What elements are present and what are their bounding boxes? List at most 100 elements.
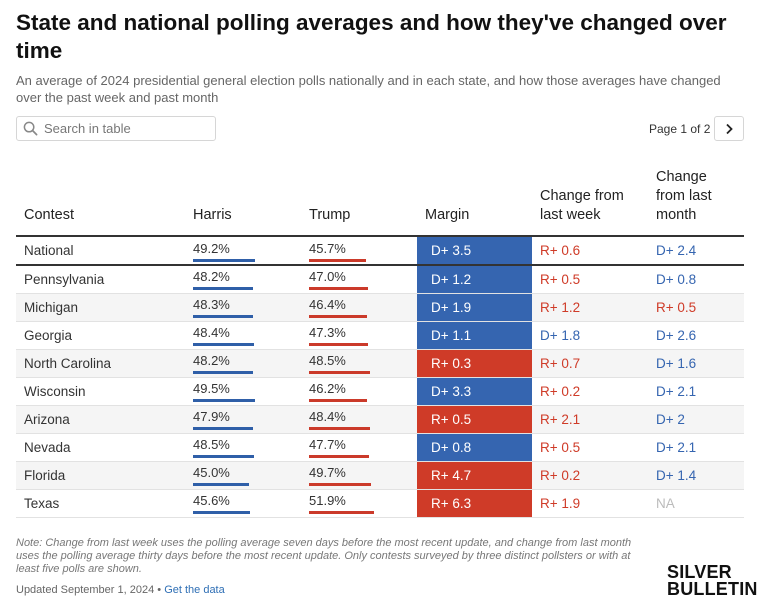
column-header-contest[interactable]: Contest — [16, 165, 185, 237]
trump-value: 49.7% — [309, 465, 346, 480]
trump-bar — [309, 315, 367, 318]
change-month-cell: D+ 2 — [648, 405, 744, 434]
harris-bar — [193, 371, 254, 374]
contest-cell: Michigan — [16, 293, 185, 322]
harris-value: 49.2% — [193, 240, 230, 256]
margin-cell: D+ 1.1 — [417, 321, 532, 350]
harris-bar — [193, 399, 255, 402]
change-week-cell: R+ 0.7 — [532, 349, 648, 378]
trump-bar — [309, 511, 374, 514]
updated-text: Updated September 1, 2024 • — [16, 584, 165, 596]
harris-cell: 45.6% — [185, 489, 301, 518]
trump-bar — [309, 483, 372, 486]
footnote: Note: Change from last week uses the pol… — [16, 537, 632, 575]
change-month-cell: D+ 0.8 — [648, 265, 744, 294]
contest-cell: National — [16, 236, 185, 266]
margin-cell: D+ 3.5 — [417, 236, 532, 266]
contest-cell: Georgia — [16, 321, 185, 350]
trump-bar — [309, 455, 369, 458]
margin-cell: D+ 1.2 — [417, 265, 532, 294]
harris-bar — [193, 343, 254, 346]
harris-value: 48.3% — [193, 297, 230, 312]
trump-bar — [309, 258, 367, 262]
contest-cell: Nevada — [16, 433, 185, 462]
trump-cell: 47.0% — [301, 265, 417, 294]
table-row: Arizona 47.9% 48.4% R+ 0.5 R+ 2.1 D+ 2 — [16, 405, 744, 434]
margin-cell: R+ 6.3 — [417, 489, 532, 518]
change-month-cell: D+ 2.1 — [648, 433, 744, 462]
harris-bar — [193, 287, 254, 291]
change-week-cell: R+ 2.1 — [532, 405, 648, 434]
harris-cell: 48.2% — [185, 349, 301, 378]
trump-cell: 46.2% — [301, 377, 417, 406]
trump-value: 51.9% — [309, 493, 346, 508]
trump-value: 45.7% — [309, 240, 346, 256]
harris-bar — [193, 258, 255, 262]
trump-cell: 51.9% — [301, 489, 417, 518]
harris-cell: 49.2% — [185, 236, 301, 266]
change-month-cell: D+ 2.1 — [648, 377, 744, 406]
table-row: Georgia 48.4% 47.3% D+ 1.1 D+ 1.8 D+ 2.6 — [16, 321, 744, 350]
change-week-cell: R+ 0.2 — [532, 461, 648, 490]
harris-bar — [193, 427, 253, 430]
chevron-right-icon — [726, 123, 733, 134]
harris-value: 45.6% — [193, 493, 230, 508]
search-input[interactable] — [44, 121, 204, 136]
harris-cell: 48.4% — [185, 321, 301, 350]
trump-cell: 45.7% — [301, 236, 417, 266]
trump-cell: 47.3% — [301, 321, 417, 350]
change-week-cell: R+ 0.5 — [532, 433, 648, 462]
change-month-cell: D+ 2.6 — [648, 321, 744, 350]
margin-cell: D+ 1.9 — [417, 293, 532, 322]
harris-cell: 45.0% — [185, 461, 301, 490]
trump-cell: 48.4% — [301, 405, 417, 434]
table-row: North Carolina 48.2% 48.5% R+ 0.3 R+ 0.7 D+ 1… — [16, 349, 744, 378]
search-box[interactable] — [16, 116, 216, 141]
contest-cell: Wisconsin — [16, 377, 185, 406]
column-header-change-month[interactable]: Change from last month — [648, 165, 744, 237]
next-page-button[interactable] — [714, 116, 744, 141]
change-week-cell: R+ 0.6 — [532, 236, 648, 266]
updated-line: Updated September 1, 2024 • Get the data — [16, 584, 225, 597]
polling-table: Contest Harris Trump Margin Change from … — [16, 165, 744, 518]
harris-cell: 49.5% — [185, 377, 301, 406]
column-header-trump[interactable]: Trump — [301, 165, 417, 237]
harris-value: 47.9% — [193, 409, 230, 424]
table-row: National 49.2% 45.7% D+ 3.5 R+ 0.6 D+ 2.4 — [16, 236, 744, 266]
change-week-cell: R+ 1.9 — [532, 489, 648, 518]
column-header-change-week[interactable]: Change from last week — [532, 165, 648, 237]
change-month-cell: D+ 1.4 — [648, 461, 744, 490]
change-month-cell: D+ 1.6 — [648, 349, 744, 378]
harris-value: 48.2% — [193, 353, 230, 368]
trump-cell: 49.7% — [301, 461, 417, 490]
harris-value: 48.5% — [193, 437, 230, 452]
contest-cell: Texas — [16, 489, 185, 518]
margin-cell: R+ 0.5 — [417, 405, 532, 434]
harris-value: 49.5% — [193, 381, 230, 396]
trump-value: 47.3% — [309, 325, 346, 340]
contest-cell: Florida — [16, 461, 185, 490]
change-week-cell: R+ 0.2 — [532, 377, 648, 406]
trump-cell: 46.4% — [301, 293, 417, 322]
harris-cell: 47.9% — [185, 405, 301, 434]
margin-cell: R+ 0.3 — [417, 349, 532, 378]
contest-cell: North Carolina — [16, 349, 185, 378]
margin-cell: D+ 0.8 — [417, 433, 532, 462]
trump-cell: 48.5% — [301, 349, 417, 378]
harris-value: 48.2% — [193, 269, 230, 285]
harris-value: 45.0% — [193, 465, 230, 480]
trump-value: 46.4% — [309, 297, 346, 312]
change-month-cell: D+ 2.4 — [648, 236, 744, 266]
change-week-cell: R+ 0.5 — [532, 265, 648, 294]
column-header-harris[interactable]: Harris — [185, 165, 301, 237]
get-data-link[interactable]: Get the data — [164, 584, 225, 596]
trump-value: 47.0% — [309, 269, 346, 285]
trump-bar — [309, 287, 368, 291]
chart-subtitle: An average of 2024 presidential general … — [16, 73, 721, 105]
column-header-margin[interactable]: Margin — [417, 165, 532, 237]
change-week-cell: R+ 1.2 — [532, 293, 648, 322]
margin-cell: D+ 3.3 — [417, 377, 532, 406]
trump-value: 46.2% — [309, 381, 346, 396]
contest-cell: Arizona — [16, 405, 185, 434]
trump-value: 48.5% — [309, 353, 346, 368]
